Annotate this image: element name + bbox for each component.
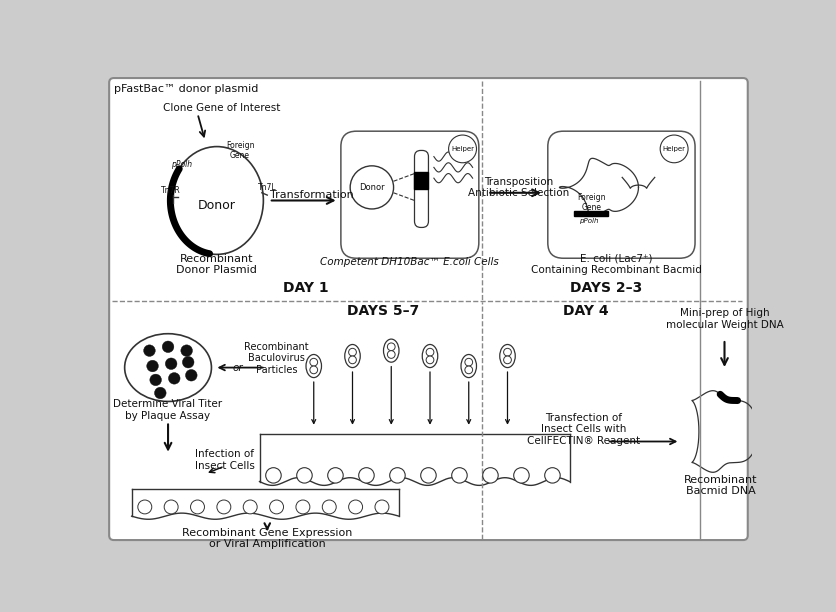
Text: Recombinant
Donor Plasmid: Recombinant Donor Plasmid bbox=[176, 253, 257, 275]
Circle shape bbox=[660, 135, 688, 163]
Text: Foreign
Gene: Foreign Gene bbox=[577, 193, 605, 212]
Text: Competent DH10Bac™ E.coli Cells: Competent DH10Bac™ E.coli Cells bbox=[319, 257, 498, 267]
Circle shape bbox=[155, 387, 166, 399]
Ellipse shape bbox=[500, 345, 515, 368]
Text: pFastBac™ donor plasmid: pFastBac™ donor plasmid bbox=[114, 84, 258, 94]
Circle shape bbox=[390, 468, 405, 483]
Circle shape bbox=[465, 366, 472, 374]
Text: pPolh: pPolh bbox=[171, 160, 192, 169]
Circle shape bbox=[243, 500, 257, 514]
Text: Mini-prep of High
molecular Weight DNA: Mini-prep of High molecular Weight DNA bbox=[665, 308, 783, 330]
Circle shape bbox=[387, 351, 395, 359]
Circle shape bbox=[191, 500, 205, 514]
Circle shape bbox=[513, 468, 529, 483]
Circle shape bbox=[328, 468, 344, 483]
Text: DAYS 5–7: DAYS 5–7 bbox=[348, 304, 420, 318]
Circle shape bbox=[421, 468, 436, 483]
Ellipse shape bbox=[344, 345, 360, 368]
Text: pPolh: pPolh bbox=[579, 217, 599, 223]
Circle shape bbox=[162, 341, 174, 353]
Circle shape bbox=[138, 500, 152, 514]
Circle shape bbox=[181, 345, 192, 356]
Circle shape bbox=[349, 500, 363, 514]
Text: Donor: Donor bbox=[359, 183, 385, 192]
Circle shape bbox=[322, 500, 336, 514]
Circle shape bbox=[147, 360, 158, 372]
Circle shape bbox=[182, 356, 194, 368]
Text: Recombinant Gene Expression
or Viral Amplification: Recombinant Gene Expression or Viral Amp… bbox=[182, 528, 353, 550]
Circle shape bbox=[266, 468, 281, 483]
Text: DAY 1: DAY 1 bbox=[283, 280, 329, 294]
Circle shape bbox=[168, 373, 180, 384]
Circle shape bbox=[350, 166, 394, 209]
Circle shape bbox=[144, 345, 155, 356]
Circle shape bbox=[387, 343, 395, 351]
Circle shape bbox=[186, 370, 197, 381]
FancyBboxPatch shape bbox=[548, 131, 695, 258]
Circle shape bbox=[426, 356, 434, 364]
Bar bbox=[574, 211, 609, 216]
Text: Determine Viral Titer
by Plaque Assay: Determine Viral Titer by Plaque Assay bbox=[114, 399, 222, 420]
Text: Transposition
Antibiotic Selection: Transposition Antibiotic Selection bbox=[468, 177, 570, 198]
Text: Infection of
Insect Cells: Infection of Insect Cells bbox=[195, 449, 255, 471]
Ellipse shape bbox=[384, 339, 399, 362]
Circle shape bbox=[296, 500, 310, 514]
Circle shape bbox=[349, 348, 356, 356]
FancyBboxPatch shape bbox=[110, 78, 747, 540]
Text: Helper: Helper bbox=[451, 146, 474, 152]
Circle shape bbox=[545, 468, 560, 483]
Text: Recombinant
Baculovirus
Particles: Recombinant Baculovirus Particles bbox=[244, 341, 308, 375]
Circle shape bbox=[449, 135, 477, 163]
Ellipse shape bbox=[422, 345, 438, 368]
Text: Clone Gene of Interest: Clone Gene of Interest bbox=[163, 103, 280, 113]
Ellipse shape bbox=[306, 354, 322, 378]
Text: Donor: Donor bbox=[198, 200, 236, 212]
Ellipse shape bbox=[461, 354, 477, 378]
Circle shape bbox=[503, 348, 512, 356]
Text: DAY 4: DAY 4 bbox=[563, 304, 609, 318]
Ellipse shape bbox=[125, 334, 212, 401]
Circle shape bbox=[310, 359, 318, 366]
Circle shape bbox=[426, 348, 434, 356]
Text: Helper: Helper bbox=[663, 146, 686, 152]
Text: E. coli (Lac7⁺)
Containing Recombinant Bacmid: E. coli (Lac7⁺) Containing Recombinant B… bbox=[531, 253, 701, 275]
Text: Recombinant
Bacmid DNA: Recombinant Bacmid DNA bbox=[684, 474, 757, 496]
Text: Transformation: Transformation bbox=[270, 190, 354, 200]
FancyBboxPatch shape bbox=[341, 131, 479, 258]
Circle shape bbox=[150, 374, 161, 386]
Circle shape bbox=[451, 468, 467, 483]
Bar bbox=[415, 172, 428, 189]
Circle shape bbox=[166, 358, 177, 370]
Ellipse shape bbox=[171, 147, 263, 255]
Circle shape bbox=[297, 468, 312, 483]
Circle shape bbox=[310, 366, 318, 374]
Text: DAYS 2–3: DAYS 2–3 bbox=[569, 280, 642, 294]
Text: Transfection of
Insect Cells with
CellFECTIN® Reagent: Transfection of Insect Cells with CellFE… bbox=[527, 412, 640, 446]
FancyBboxPatch shape bbox=[415, 151, 428, 228]
Circle shape bbox=[375, 500, 389, 514]
Text: Tn7L: Tn7L bbox=[258, 183, 277, 192]
Circle shape bbox=[217, 500, 231, 514]
Circle shape bbox=[269, 500, 283, 514]
Circle shape bbox=[349, 356, 356, 364]
Circle shape bbox=[482, 468, 498, 483]
Circle shape bbox=[503, 356, 512, 364]
Circle shape bbox=[164, 500, 178, 514]
Circle shape bbox=[359, 468, 375, 483]
Text: Tn7R: Tn7R bbox=[161, 186, 181, 195]
Text: Foreign
Gene: Foreign Gene bbox=[226, 141, 254, 160]
Circle shape bbox=[465, 359, 472, 366]
Text: or: or bbox=[232, 362, 243, 373]
